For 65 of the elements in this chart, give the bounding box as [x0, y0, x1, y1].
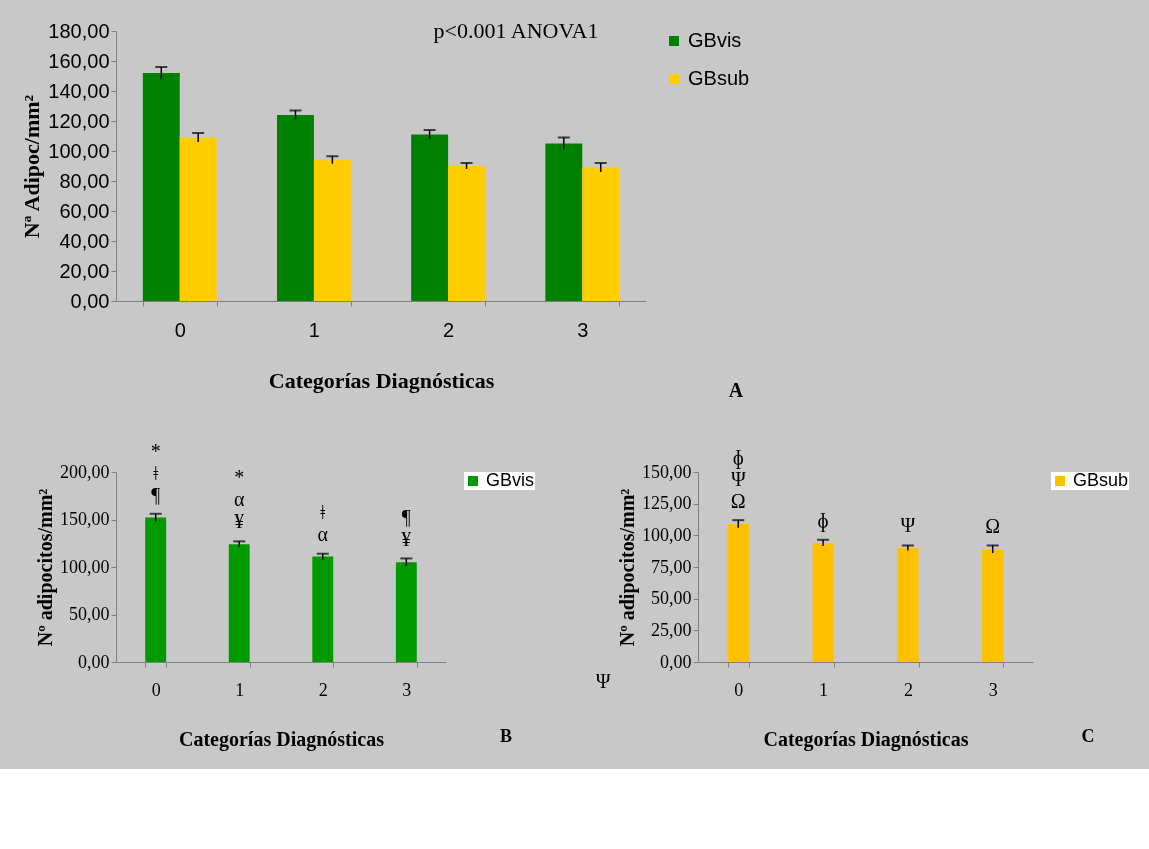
x-tick-label: 2 [443, 318, 455, 341]
bar [448, 166, 485, 301]
y-tick-label: 150,00 [60, 509, 110, 529]
x-tick-label: 1 [308, 318, 320, 341]
annotation: ¶ ¥ [401, 506, 412, 551]
y-tick-label: 120,00 [48, 109, 110, 132]
x-tick-label: 0 [174, 318, 186, 341]
annotation: * ǂ ¶ [150, 439, 161, 506]
bar [545, 143, 583, 301]
text: C [1081, 726, 1095, 746]
x-tick-label: 3 [577, 318, 589, 341]
y-tick-label: 100,00 [60, 556, 110, 577]
text: B [499, 726, 513, 746]
y-tick-label: 75,00 [651, 556, 692, 577]
bar [582, 167, 620, 301]
y-tick-label: 50,00 [69, 604, 110, 624]
y-tick-label: 180,00 [48, 19, 110, 42]
y-tick-label: 160,00 [48, 49, 110, 72]
y-tick-label: 80,00 [59, 169, 110, 192]
annotation: ǂ α [317, 500, 329, 545]
y-tick-label: 150,00 [642, 461, 692, 482]
y-tick-label: 0,00 [78, 651, 110, 672]
text: A [728, 379, 744, 401]
x-axis-title: Categorías Diagnósticas [268, 367, 495, 393]
bar [179, 137, 217, 301]
x-tick-label: 0 [734, 679, 744, 700]
y-tick-label: 0,00 [660, 651, 692, 672]
x-tick-label: 1 [819, 679, 829, 700]
y-axis-title: Nº adipocitos/mm² [34, 488, 57, 647]
y-tick-label: 50,00 [651, 588, 692, 609]
annotation: ɸ [817, 508, 829, 532]
y-axis-title: Nª Adipoc/mm² [19, 94, 45, 239]
x-tick-label: 0 [151, 679, 161, 700]
x-tick-label: 2 [903, 679, 913, 700]
y-tick-label: 140,00 [48, 79, 110, 102]
y-tick-label: 0,00 [70, 289, 110, 312]
bar [142, 73, 180, 301]
annotation: p<0.001 ANOVA1 [433, 18, 599, 43]
bar [277, 115, 314, 301]
annotation: Ψ [900, 514, 916, 536]
y-tick-label: 20,00 [59, 259, 110, 282]
y-tick-label: 100,00 [48, 139, 110, 162]
legend-label: GBvis [688, 29, 742, 51]
bar [411, 134, 449, 301]
y-tick-label: 60,00 [59, 199, 110, 222]
x-tick-label: 1 [235, 679, 245, 700]
legend-label: GBsub [1073, 470, 1129, 490]
text: Ψ [595, 670, 611, 692]
y-tick-label: 200,00 [60, 461, 110, 482]
x-tick-label: 3 [988, 679, 998, 700]
y-tick-label: 125,00 [642, 493, 692, 514]
y-tick-label: 25,00 [651, 619, 692, 640]
y-tick-label: 100,00 [642, 524, 692, 545]
bar [313, 160, 351, 301]
annotation: ɸ Ψ Ω [730, 445, 746, 512]
annotation: Ω [985, 515, 1001, 538]
x-tick-label: 3 [402, 679, 412, 700]
y-tick-label: 40,00 [59, 229, 110, 252]
legend-label: GBvis [486, 470, 535, 490]
legend-label: GBsub [688, 67, 750, 89]
x-axis-title: Categorías Diagnósticas [763, 727, 969, 751]
annotation: * α ¥ [233, 466, 245, 533]
x-axis-title: Categorías Diagnósticas [179, 727, 385, 751]
y-axis-title: Nº adipocitos/mm² [616, 488, 639, 647]
x-tick-label: 2 [318, 679, 328, 700]
